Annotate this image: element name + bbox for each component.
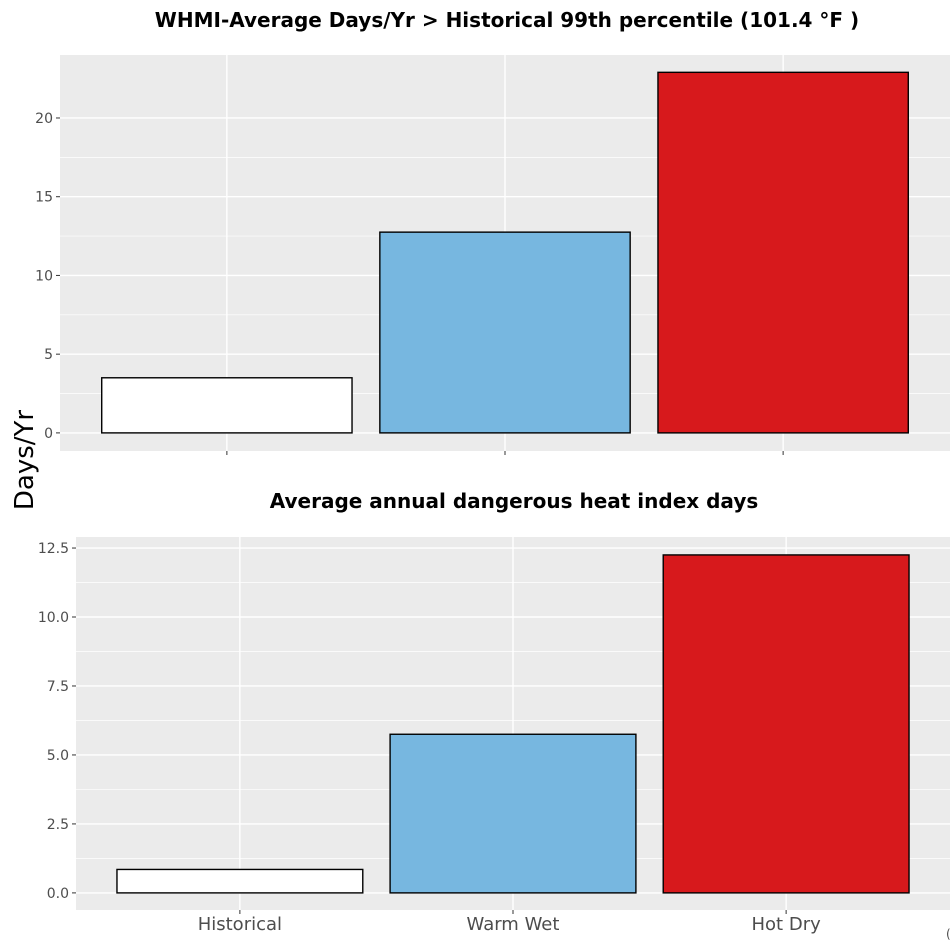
panel-1-title: WHMI-Average Days/Yr > Historical 99th p… [155,8,859,32]
panel-2-title: Average annual dangerous heat index days [270,489,759,513]
bar-warm-wet [389,733,637,894]
bar-warm-wet [379,231,631,434]
y-tick-label: 2.5 [47,817,69,833]
bar-historical [116,868,364,894]
y-tick-label: 10.0 [38,610,69,626]
y-tick-label: 10 [35,268,53,284]
bar-hot-dry [662,554,910,894]
y-tick-label: 5.0 [47,748,69,764]
bar-hot-dry [657,71,909,434]
y-tick-label: 20 [35,111,53,127]
y-tick-label: 5 [44,347,53,363]
y-axis-label: Days/Yr [10,410,40,511]
y-tick-label: 0.0 [47,886,69,902]
y-tick-label: 0 [44,426,53,442]
y-tick-label: 12.5 [38,541,69,557]
y-tick-label: 15 [35,190,53,206]
x-tick-label: Hot Dry [752,914,822,935]
panel-1-plot: 0 5 10 15 20 [35,55,950,455]
bar-historical [101,377,353,434]
panel-2-plot: 0.0 2.5 5.0 7.5 10.0 12.5 Historical Warm Wet Ho… [38,537,950,935]
y-tick-label: 7.5 [47,679,69,695]
x-tick-label: Warm Wet [467,914,560,935]
caption-text: ( [946,927,950,940]
x-tick-label: Historical [198,914,282,935]
